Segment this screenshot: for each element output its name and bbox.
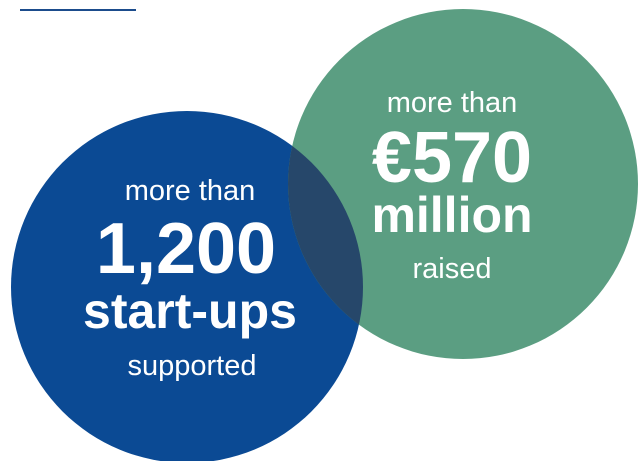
label: more than [125, 175, 256, 207]
blue-circle [11, 111, 363, 461]
figure: 1,200 [96, 209, 276, 289]
label: supported [128, 350, 257, 382]
figure: €570 [372, 118, 532, 198]
unit: million [371, 187, 532, 243]
unit: start-ups [83, 283, 297, 339]
label: raised [413, 253, 492, 285]
label: more than [387, 87, 518, 119]
green-circle [288, 9, 638, 359]
